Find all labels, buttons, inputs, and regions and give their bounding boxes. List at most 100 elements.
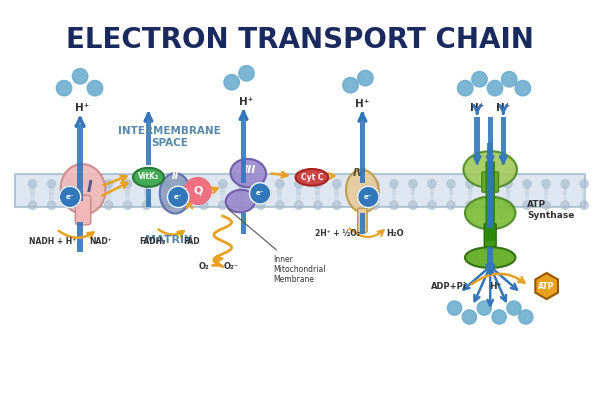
Bar bbox=[506, 188, 511, 201]
Bar bbox=[220, 182, 225, 195]
Text: e⁻: e⁻ bbox=[66, 194, 74, 200]
Text: O₂⁻: O₂⁻ bbox=[224, 262, 239, 271]
Circle shape bbox=[104, 180, 113, 188]
Circle shape bbox=[371, 201, 379, 210]
Text: e⁻: e⁻ bbox=[174, 194, 182, 200]
Bar bbox=[430, 188, 434, 201]
Circle shape bbox=[507, 301, 521, 315]
Text: Q: Q bbox=[193, 186, 202, 196]
Polygon shape bbox=[535, 273, 558, 299]
Circle shape bbox=[485, 180, 493, 188]
Text: INTERMEMBRANE
SPACE: INTERMEMBRANE SPACE bbox=[118, 126, 221, 147]
Circle shape bbox=[275, 180, 284, 188]
Bar bbox=[487, 247, 493, 270]
Text: H⁺: H⁺ bbox=[470, 103, 484, 113]
Bar bbox=[125, 182, 130, 195]
Bar bbox=[506, 182, 511, 195]
Text: Cyt C: Cyt C bbox=[301, 173, 323, 182]
Circle shape bbox=[181, 180, 189, 188]
Circle shape bbox=[409, 180, 417, 188]
Bar bbox=[296, 182, 301, 195]
Bar bbox=[487, 182, 491, 195]
Text: ELECTRON TRANSPORT CHAIN: ELECTRON TRANSPORT CHAIN bbox=[66, 26, 534, 54]
Circle shape bbox=[257, 201, 265, 210]
Circle shape bbox=[542, 201, 550, 210]
Circle shape bbox=[124, 180, 132, 188]
Text: FADH₂: FADH₂ bbox=[139, 237, 166, 246]
Circle shape bbox=[238, 201, 246, 210]
Text: MATRIX: MATRIX bbox=[145, 235, 193, 245]
Text: II: II bbox=[172, 171, 179, 181]
Text: ATP
Synthase: ATP Synthase bbox=[527, 200, 574, 220]
Circle shape bbox=[28, 201, 37, 210]
Bar bbox=[146, 118, 151, 165]
Bar bbox=[544, 182, 548, 195]
Circle shape bbox=[56, 81, 72, 96]
FancyBboxPatch shape bbox=[358, 208, 367, 233]
Text: e⁻: e⁻ bbox=[364, 194, 373, 200]
Bar bbox=[360, 118, 365, 183]
Bar bbox=[77, 222, 83, 252]
Bar bbox=[334, 188, 339, 201]
Bar bbox=[239, 188, 244, 201]
Bar bbox=[125, 188, 130, 201]
Circle shape bbox=[428, 201, 436, 210]
Bar bbox=[582, 188, 586, 201]
Text: NADH + H⁺: NADH + H⁺ bbox=[29, 237, 76, 246]
Bar bbox=[144, 188, 149, 201]
Circle shape bbox=[224, 74, 239, 90]
Bar bbox=[49, 182, 54, 195]
Circle shape bbox=[73, 68, 88, 84]
Circle shape bbox=[332, 180, 341, 188]
Bar bbox=[316, 188, 320, 201]
Circle shape bbox=[28, 180, 37, 188]
Circle shape bbox=[200, 201, 208, 210]
Circle shape bbox=[504, 201, 512, 210]
Text: Inner
Mitochondrial
Membrane: Inner Mitochondrial Membrane bbox=[228, 209, 326, 284]
Text: NAD⁺: NAD⁺ bbox=[89, 237, 112, 246]
Ellipse shape bbox=[465, 197, 515, 229]
Circle shape bbox=[523, 201, 531, 210]
Bar bbox=[360, 213, 365, 234]
Circle shape bbox=[85, 201, 94, 210]
Bar bbox=[467, 182, 472, 195]
Circle shape bbox=[523, 180, 531, 188]
FancyBboxPatch shape bbox=[482, 172, 499, 192]
Bar bbox=[392, 188, 396, 201]
Bar bbox=[582, 182, 586, 195]
Bar bbox=[500, 117, 506, 160]
Bar bbox=[144, 182, 149, 195]
FancyBboxPatch shape bbox=[484, 224, 496, 247]
Circle shape bbox=[466, 180, 474, 188]
Circle shape bbox=[104, 201, 113, 210]
Circle shape bbox=[200, 180, 208, 188]
Bar bbox=[202, 188, 206, 201]
Circle shape bbox=[477, 301, 491, 315]
Text: H⁺: H⁺ bbox=[496, 103, 511, 113]
Bar bbox=[373, 188, 377, 201]
Bar bbox=[241, 213, 246, 234]
Circle shape bbox=[515, 81, 530, 96]
Circle shape bbox=[332, 201, 341, 210]
Circle shape bbox=[462, 310, 476, 324]
Text: H⁺: H⁺ bbox=[355, 99, 370, 109]
Circle shape bbox=[87, 81, 103, 96]
Circle shape bbox=[295, 180, 303, 188]
Circle shape bbox=[161, 201, 170, 210]
Bar bbox=[15, 174, 585, 207]
Circle shape bbox=[257, 180, 265, 188]
Text: H⁺: H⁺ bbox=[75, 103, 89, 113]
Circle shape bbox=[47, 180, 56, 188]
Text: ATP: ATP bbox=[538, 281, 555, 291]
Bar bbox=[544, 188, 548, 201]
Circle shape bbox=[124, 201, 132, 210]
Bar bbox=[467, 188, 472, 201]
Circle shape bbox=[142, 180, 151, 188]
Text: IV: IV bbox=[353, 168, 366, 178]
Circle shape bbox=[580, 201, 588, 210]
Circle shape bbox=[371, 180, 379, 188]
Bar bbox=[146, 189, 151, 207]
Bar bbox=[563, 182, 568, 195]
Circle shape bbox=[487, 81, 503, 96]
Bar bbox=[524, 182, 529, 195]
